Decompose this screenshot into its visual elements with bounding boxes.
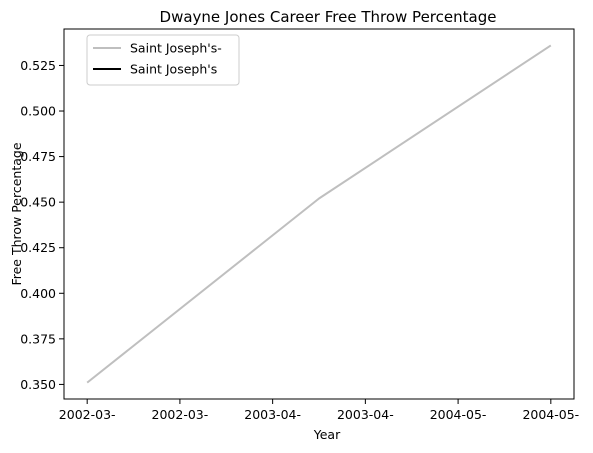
y-axis: 0.350 0.375 0.400 0.425 0.450 0.475 0.500 0.525 — [20, 58, 64, 392]
y-tick-label: 0.375 — [20, 331, 56, 346]
x-tick-label: 2002-03- — [59, 407, 116, 422]
x-tick-label: 2004-05- — [430, 407, 487, 422]
y-tick-label: 0.525 — [20, 58, 56, 73]
y-tick-label: 0.500 — [20, 104, 56, 119]
x-tick-label: 2004-05- — [522, 407, 579, 422]
x-tick-label: 2002-03- — [152, 407, 209, 422]
y-tick-label: 0.400 — [20, 286, 56, 301]
series-line-0 — [86, 44, 552, 384]
y-axis-label: Free Throw Percentage — [9, 142, 24, 285]
legend: Saint Joseph's- Saint Joseph's — [86, 34, 240, 86]
chart-title: Dwayne Jones Career Free Throw Percentag… — [160, 8, 497, 26]
y-tick-label: 0.450 — [20, 195, 56, 210]
x-axis: 2002-03- 2002-03- 2003-04- 2003-04- 2004-05-… — [59, 399, 579, 422]
y-tick-label: 0.425 — [20, 240, 56, 255]
plot-series — [86, 44, 552, 384]
legend-box — [86, 34, 240, 86]
x-tick-label: 2003-04- — [337, 407, 394, 422]
y-tick-label: 0.475 — [20, 149, 56, 164]
x-tick-label: 2003-04- — [244, 407, 301, 422]
plot-frame — [63, 28, 575, 400]
y-tick-label: 0.350 — [20, 377, 56, 392]
legend-label: Saint Joseph's — [130, 62, 217, 77]
x-axis-label: Year — [313, 427, 341, 442]
legend-label: Saint Joseph's- — [130, 41, 222, 56]
